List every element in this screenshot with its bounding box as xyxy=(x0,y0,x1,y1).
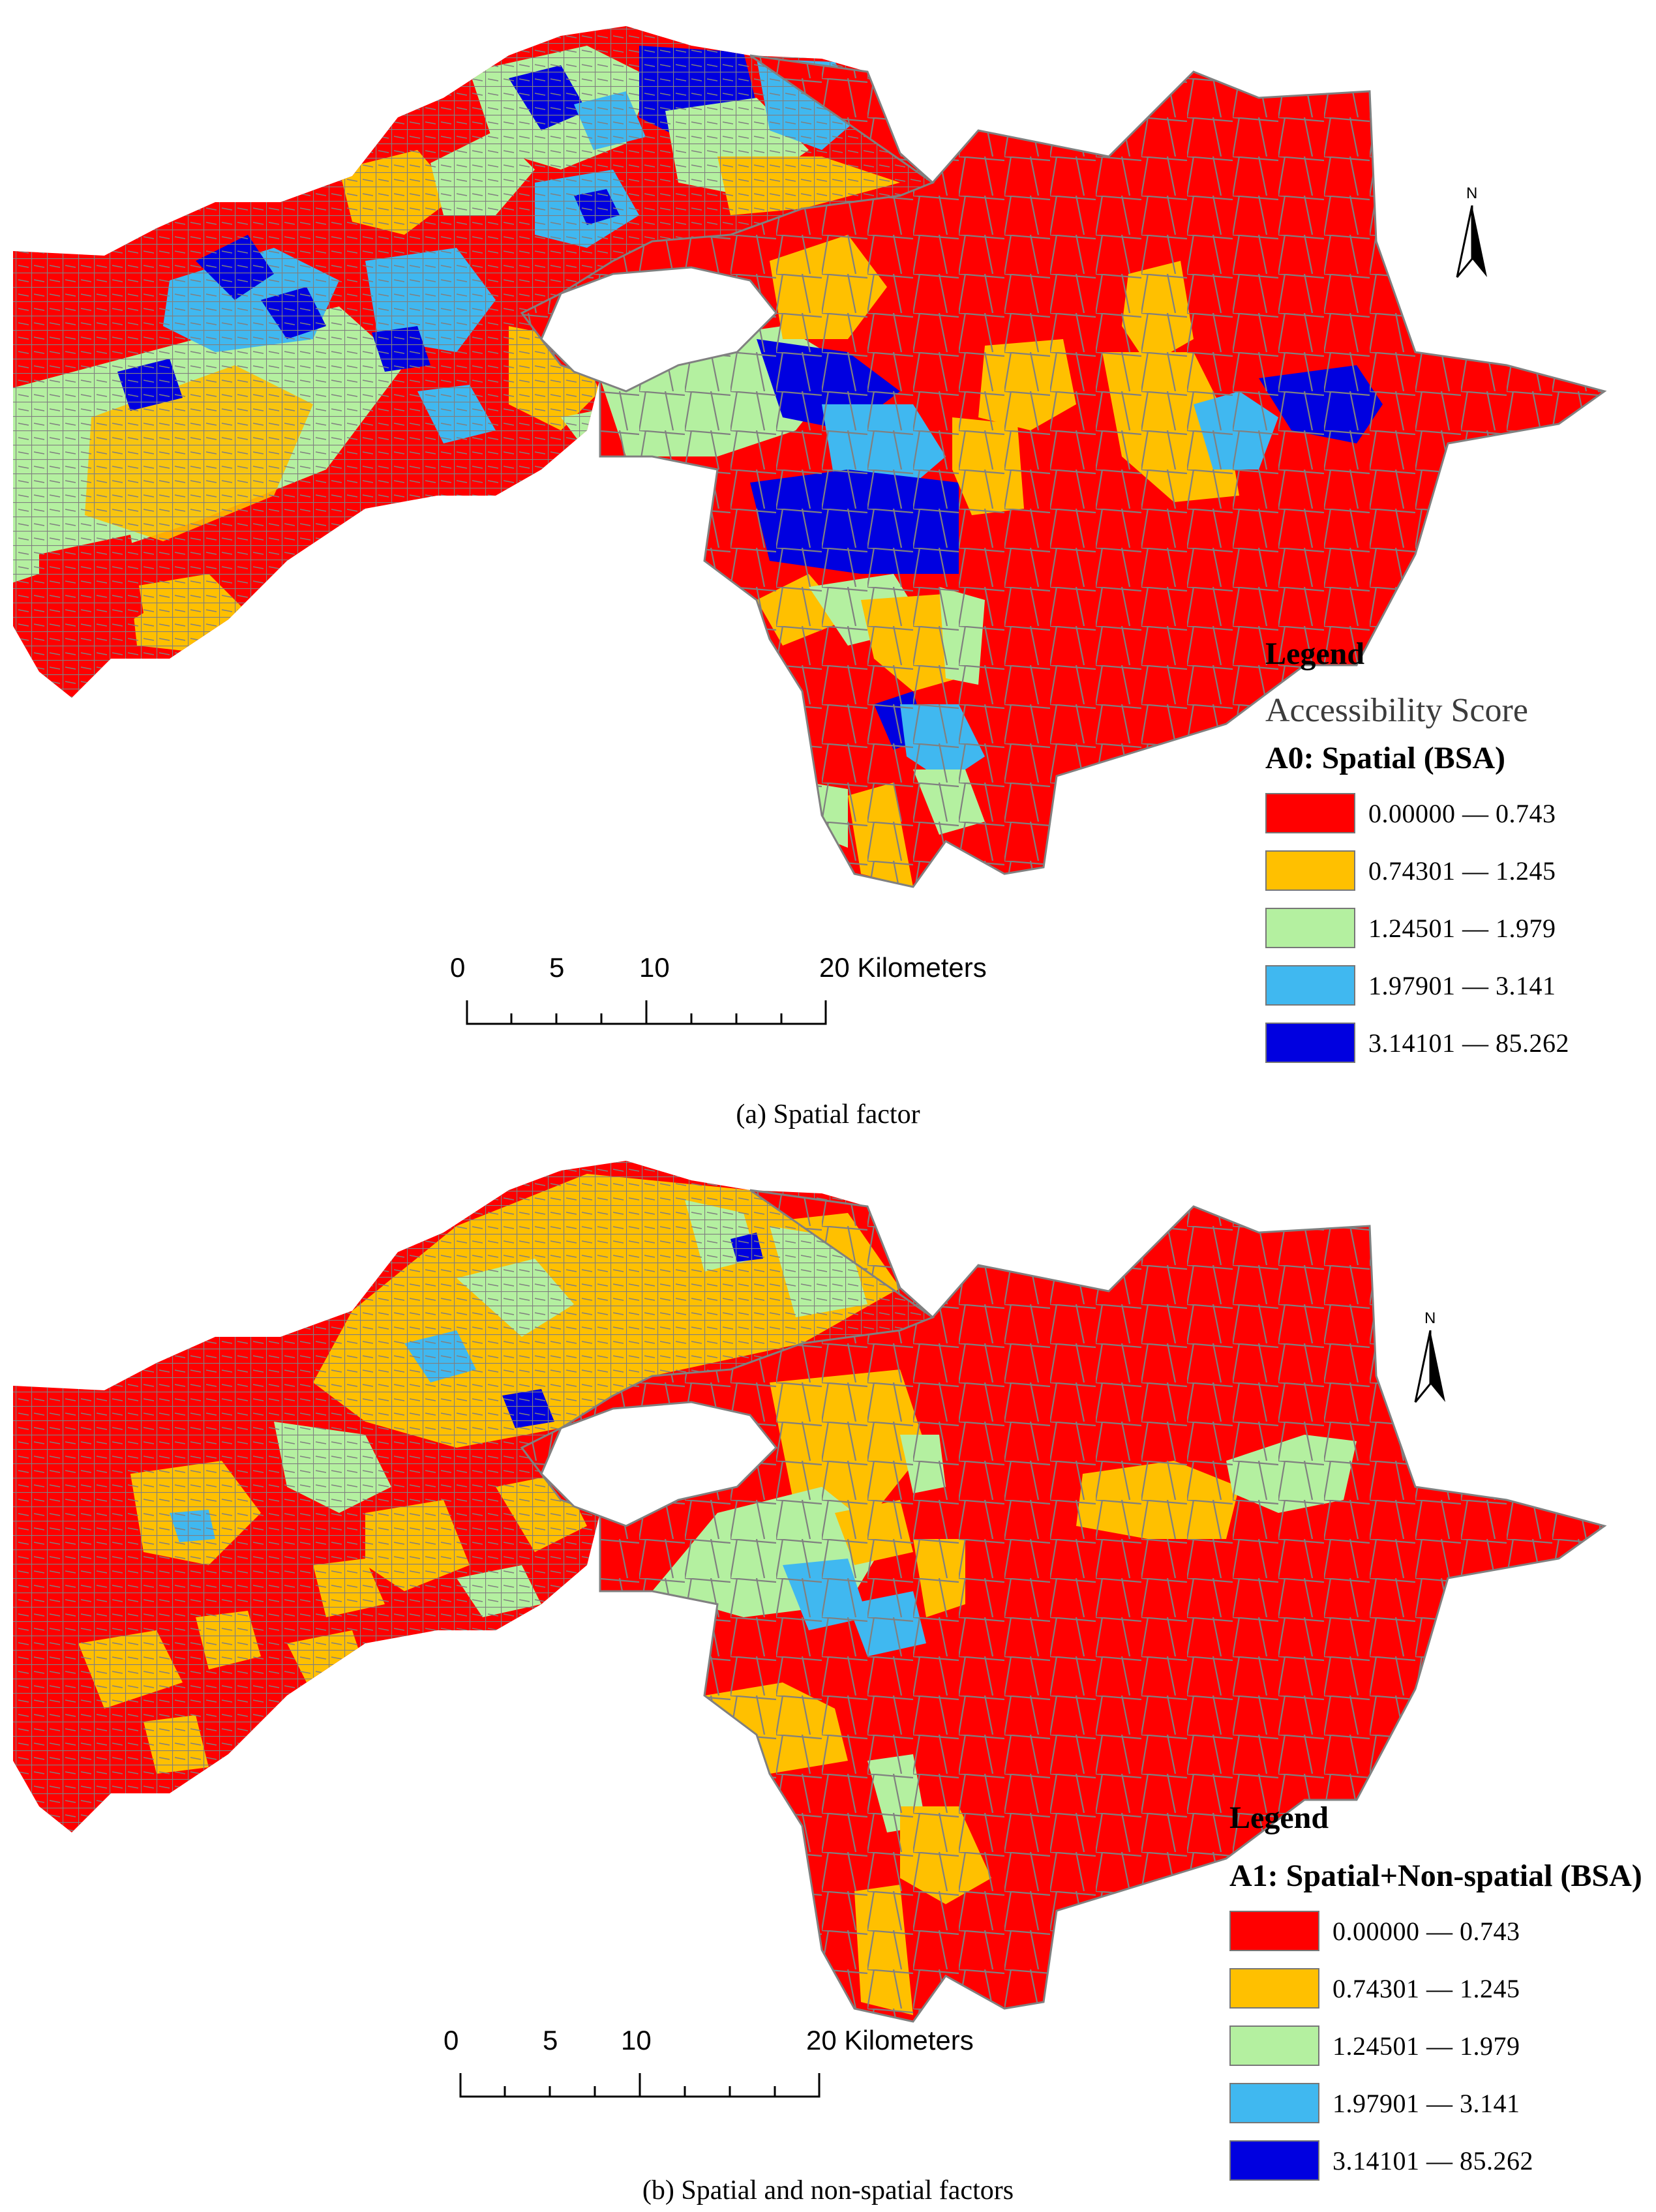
legend-swatch xyxy=(1265,793,1355,833)
legend-swatch xyxy=(1229,2083,1319,2123)
legend-range-label: 0.74301 — 1.245 xyxy=(1332,1973,1520,2003)
legend-item: 0.74301 — 1.245 xyxy=(1229,1968,1642,2009)
legend-items-a: 0.00000 — 0.743 0.74301 — 1.245 1.24501 — … xyxy=(1265,793,1569,1063)
north-arrow-b: N xyxy=(1414,1309,1447,1412)
legend-item: 0.00000 — 0.743 xyxy=(1229,1911,1642,1951)
caption-b: (b) Spatial and non-spatial factors xyxy=(0,2175,1656,2206)
legend-swatch xyxy=(1265,1023,1355,1063)
scale-tick-label: 0 xyxy=(444,2025,459,2055)
caption-a: (a) Spatial factor xyxy=(0,1099,1656,1130)
scale-tick-label: 10 xyxy=(621,2025,652,2055)
legend-subtitle-a: Accessibility Score xyxy=(1265,692,1528,729)
legend-range-label: 1.24501 — 1.979 xyxy=(1368,913,1556,943)
scale-tick-label: 5 xyxy=(543,2025,558,2055)
legend-range-label: 3.14101 — 85.262 xyxy=(1368,1028,1569,1058)
scale-bar-a: 0 5 10 20 Kilometers xyxy=(450,952,987,1037)
legend-item: 1.24501 — 1.979 xyxy=(1229,2025,1642,2066)
legend-item: 0.74301 — 1.245 xyxy=(1265,850,1569,891)
legend-range-label: 0.00000 — 0.743 xyxy=(1368,798,1556,828)
urban-zones-b xyxy=(13,1161,933,1832)
north-label-a: N xyxy=(1466,185,1478,202)
scale-bar-b: 0 5 10 20 Kilometers xyxy=(444,2025,974,2110)
caption-text-a: Spatial factor xyxy=(766,1099,920,1129)
legend-range-label: 0.00000 — 0.743 xyxy=(1332,1916,1520,1946)
legend-items-b: 0.00000 — 0.743 0.74301 — 1.245 1.24501 — … xyxy=(1229,1911,1642,2181)
legend-swatch xyxy=(1229,2140,1319,2181)
caption-text-b: Spatial and non-spatial factors xyxy=(674,2175,1014,2205)
caption-letter-a: (a) xyxy=(736,1099,767,1129)
choropleth-map-a xyxy=(13,26,1607,888)
scale-tick-label: 20 Kilometers xyxy=(819,952,987,983)
legend-swatch xyxy=(1265,850,1355,891)
legend-item: 1.97901 — 3.141 xyxy=(1265,965,1569,1006)
urban-zones-a xyxy=(13,26,933,698)
scale-tick-label: 20 Kilometers xyxy=(806,2025,974,2055)
legend-range-label: 0.74301 — 1.245 xyxy=(1368,856,1556,886)
north-arrow-a: N xyxy=(1456,185,1488,287)
caption-letter-b: (b) xyxy=(642,2175,674,2205)
legend-item: 1.24501 — 1.979 xyxy=(1265,908,1569,948)
lake-a xyxy=(540,266,778,393)
lake-b xyxy=(540,1401,778,1527)
legend-a: Legend Accessibility Score A0: Spatial (… xyxy=(1265,636,1569,1063)
legend-b: Legend A1: Spatial+Non-spatial (BSA) 0.0… xyxy=(1229,1800,1642,2181)
legend-range-label: 1.97901 — 3.141 xyxy=(1332,2088,1520,2118)
scale-bar-graphic xyxy=(459,2073,820,2098)
map-panel-a: N Legend Accessibility Score A0: Spatial… xyxy=(0,26,1656,1130)
choropleth-map-b xyxy=(13,1161,1607,2023)
scale-bar-graphic xyxy=(466,1000,827,1025)
rural-zones-a xyxy=(520,54,1607,888)
north-label-b: N xyxy=(1424,1309,1436,1327)
legend-range-label: 1.97901 — 3.141 xyxy=(1368,970,1556,1000)
legend-swatch xyxy=(1229,2025,1319,2066)
legend-swatch xyxy=(1229,1968,1319,2009)
map-panel-b: N Legend A1: Spatial+Non-spatial (BSA) 0… xyxy=(0,1148,1656,2212)
legend-item: 3.14101 — 85.262 xyxy=(1265,1023,1569,1063)
legend-swatch xyxy=(1265,908,1355,948)
legend-item: 1.97901 — 3.141 xyxy=(1229,2083,1642,2123)
legend-swatch xyxy=(1265,965,1355,1006)
north-arrow-icon xyxy=(1456,205,1487,278)
rural-zones-b xyxy=(520,1189,1607,2023)
north-arrow-icon xyxy=(1414,1330,1445,1403)
scale-tick-label: 0 xyxy=(450,952,466,983)
legend-title-a: Legend xyxy=(1265,636,1365,671)
scale-tick-label: 5 xyxy=(549,952,565,983)
legend-layer-b: A1: Spatial+Non-spatial (BSA) xyxy=(1229,1859,1642,1893)
legend-item: 3.14101 — 85.262 xyxy=(1229,2140,1642,2181)
legend-range-label: 1.24501 — 1.979 xyxy=(1332,2031,1520,2061)
legend-title-b: Legend xyxy=(1229,1801,1329,1835)
legend-item: 0.00000 — 0.743 xyxy=(1265,793,1569,833)
legend-layer-a: A0: Spatial (BSA) xyxy=(1265,741,1506,775)
legend-swatch xyxy=(1229,1911,1319,1951)
legend-range-label: 3.14101 — 85.262 xyxy=(1332,2145,1533,2175)
scale-tick-label: 10 xyxy=(639,952,670,983)
